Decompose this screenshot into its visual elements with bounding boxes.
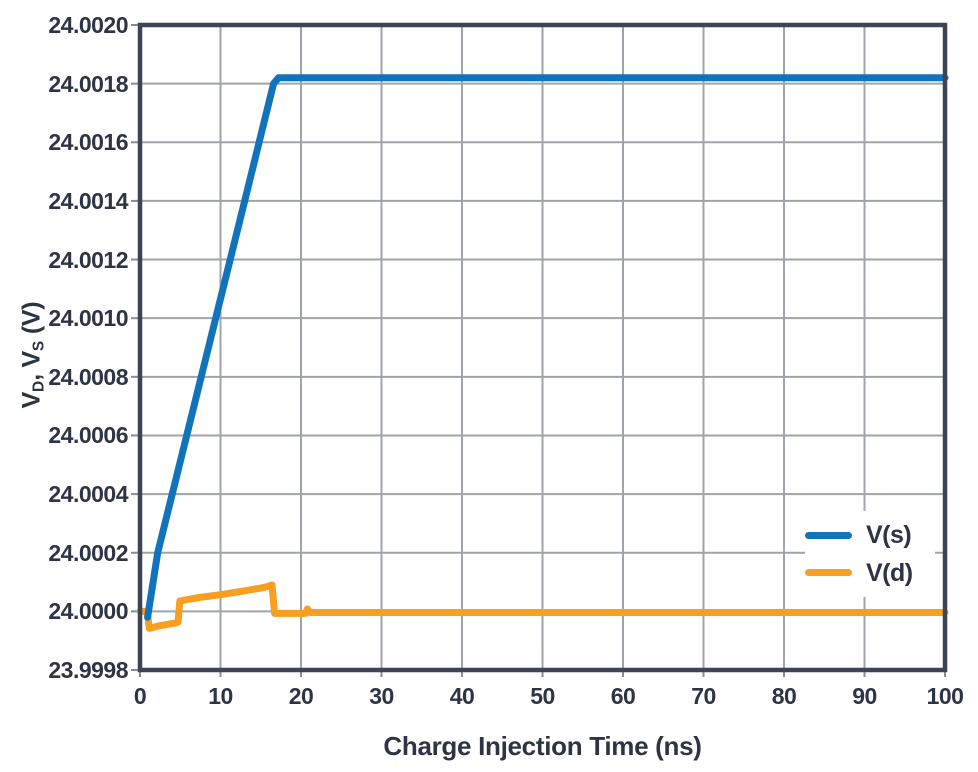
legend-swatch-vd-line-icon xyxy=(805,569,852,577)
y-tick-label: 24.0000 xyxy=(48,598,128,625)
series-line-vd xyxy=(136,581,949,632)
x-tick-label: 50 xyxy=(530,683,555,709)
legend-label-vs: V(s) xyxy=(866,521,912,550)
y-axis-title-text: (V) xyxy=(17,301,46,341)
y-axis-title-text: , V xyxy=(17,351,46,381)
x-tick-label: 60 xyxy=(610,683,636,709)
y-tick-label: 24.0020 xyxy=(48,12,128,38)
x-tick-label: 30 xyxy=(369,683,394,709)
y-axis-title-sub-d: D xyxy=(30,380,48,392)
legend-entry-vs: V(s) xyxy=(805,522,935,548)
x-tick-label: 100 xyxy=(926,683,964,709)
legend-label-vd: V(d) xyxy=(866,558,913,587)
y-tick-label: 24.0018 xyxy=(48,70,128,97)
legend: V(s) V(d) xyxy=(805,511,935,597)
y-tick-label: 24.0006 xyxy=(48,422,128,449)
y-tick-label: 24.0010 xyxy=(48,305,128,332)
x-tick-label: 20 xyxy=(288,683,314,709)
x-tick-label: 40 xyxy=(449,683,475,709)
y-tick-label: 24.0016 xyxy=(48,129,128,156)
legend-entry-vd: V(d) xyxy=(805,560,935,586)
x-tick-label: 70 xyxy=(691,683,716,709)
plot-border xyxy=(137,22,948,673)
y-tick-label: 23.9998 xyxy=(48,657,128,683)
y-tick-label: 24.0012 xyxy=(48,246,128,273)
y-axis-title-text: V xyxy=(17,391,46,409)
y-tick-label: 24.0004 xyxy=(48,481,128,508)
y-tick-label: 24.0002 xyxy=(48,539,128,566)
series-line-vs xyxy=(144,74,949,621)
x-tick-label: 80 xyxy=(771,683,797,709)
x-tick-label: 10 xyxy=(208,683,233,709)
legend-swatch-vs-line-icon xyxy=(805,531,852,539)
y-tick-label: 24.0014 xyxy=(48,187,128,214)
y-axis-title-sub-s: S xyxy=(30,340,48,352)
x-tick-label: 0 xyxy=(133,683,147,709)
y-axis-title: VD, VS (V) xyxy=(18,302,49,409)
x-axis-title: Charge Injection Time (ns) xyxy=(383,731,702,761)
x-tick-label: 90 xyxy=(852,683,877,709)
y-tick-label: 24.0008 xyxy=(48,363,128,390)
